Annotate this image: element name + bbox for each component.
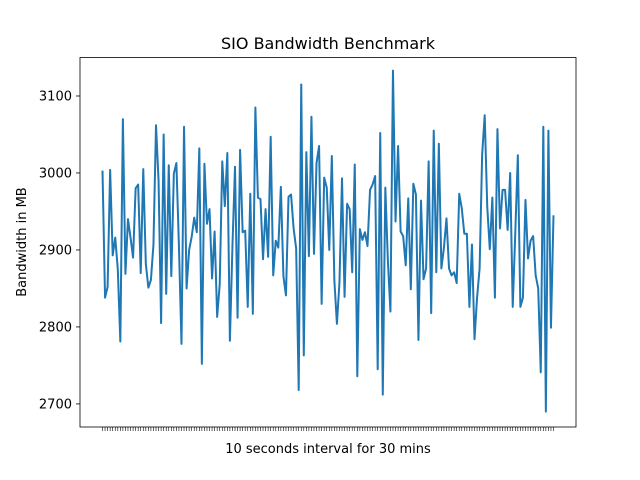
y-tick-label: 3100 xyxy=(39,89,72,104)
x-axis-label: 10 seconds interval for 30 mins xyxy=(225,442,431,457)
y-tick-label: 2900 xyxy=(39,243,72,258)
series-line xyxy=(101,69,555,413)
x-axis-ticks xyxy=(102,427,554,431)
y-tick-label: 2700 xyxy=(39,397,72,412)
y-tick-label: 2800 xyxy=(39,320,72,335)
y-axis-ticks: 2700 2800 2900 3000 3100 xyxy=(39,89,80,412)
chart-title: SIO Bandwidth Benchmark xyxy=(221,34,436,53)
plot-area-frame xyxy=(79,57,577,428)
y-axis-label: Bandwidth in MB xyxy=(15,187,30,296)
y-tick-label: 3000 xyxy=(39,166,72,181)
